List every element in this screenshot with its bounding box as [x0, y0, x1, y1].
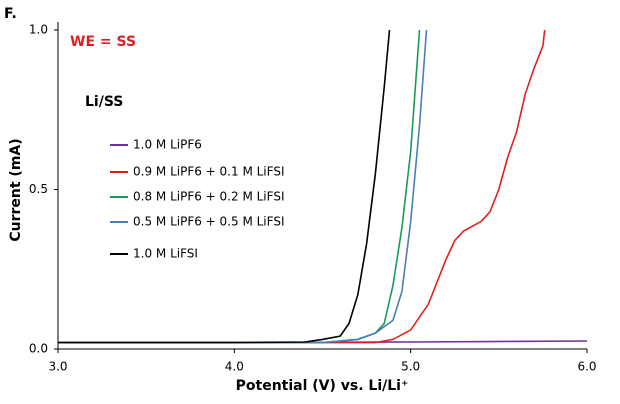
y-tick-label: 0.0 [29, 342, 48, 356]
legend-label: 1.0 M LiPF6 [133, 138, 202, 152]
legend-label: 0.5 M LiPF6 + 0.5 M LiFSI [133, 215, 284, 229]
line-series [58, 29, 428, 344]
x-tick-label: 3.0 [48, 360, 67, 374]
x-tick-label: 4.0 [225, 360, 244, 374]
x-tick-label: 6.0 [577, 360, 596, 374]
x-tick-label: 5.0 [401, 360, 420, 374]
line-series [58, 29, 421, 344]
line-series [58, 29, 546, 344]
panel-label: F. [4, 6, 17, 22]
line-series [58, 29, 391, 344]
legend-label: 1.0 M LiFSI [133, 247, 198, 261]
y-tick-label: 0.5 [29, 182, 48, 196]
legend-title: Li/SS [85, 94, 123, 110]
y-axis-label: Current (mA) [8, 138, 24, 241]
y-tick-label: 1.0 [29, 23, 48, 37]
legend-label: 0.8 M LiPF6 + 0.2 M LiFSI [133, 190, 284, 204]
x-axis-label: Potential (V) vs. Li/Li⁺ [236, 378, 409, 394]
legend-label: 0.9 M LiPF6 + 0.1 M LiFSI [133, 165, 284, 179]
annotation: WE = SS [70, 34, 136, 50]
